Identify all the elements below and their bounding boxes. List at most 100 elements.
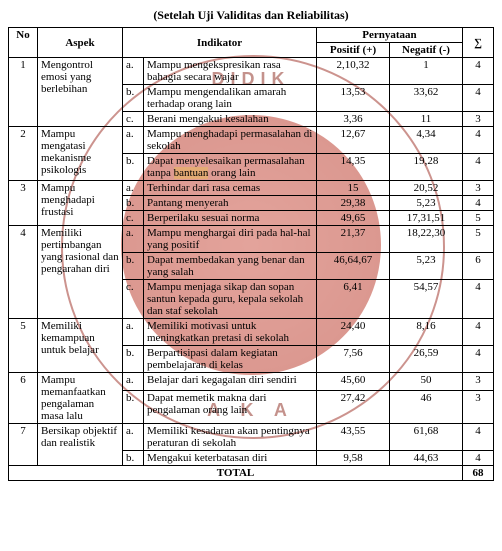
cell-indikator-text: Belajar dari kegagalan diri sendiri bbox=[144, 373, 317, 391]
cell-negatif: 46 bbox=[390, 391, 463, 424]
cell-no: 1 bbox=[9, 58, 38, 127]
cell-sum: 5 bbox=[463, 211, 494, 226]
th-negatif: Negatif (-) bbox=[390, 43, 463, 58]
cell-negatif: 5,23 bbox=[390, 253, 463, 280]
cell-indikator-text: Mampu menjaga sikap dan sopan santun kep… bbox=[144, 280, 317, 319]
cell-sum: 3 bbox=[463, 112, 494, 127]
cell-sum: 4 bbox=[463, 85, 494, 112]
cell-indikator-label: a. bbox=[123, 181, 144, 196]
cell-positif: 29,38 bbox=[317, 196, 390, 211]
cell-positif: 15 bbox=[317, 181, 390, 196]
cell-negatif: 61,68 bbox=[390, 424, 463, 451]
cell-indikator-text: Berpartisipasi dalam kegiatan pembelajar… bbox=[144, 346, 317, 373]
cell-sum: 4 bbox=[463, 319, 494, 346]
total-value: 68 bbox=[463, 466, 494, 481]
cell-no: 2 bbox=[9, 127, 38, 181]
cell-negatif: 18,22,30 bbox=[390, 226, 463, 253]
cell-positif: 43,55 bbox=[317, 424, 390, 451]
cell-indikator-text: Mampu mengekspresikan rasa bahagia secar… bbox=[144, 58, 317, 85]
cell-sum: 4 bbox=[463, 127, 494, 154]
table-row: 7Bersikap objektif dan realistika.Memili… bbox=[9, 424, 494, 451]
cell-aspek: Memiliki pertimbangan yang rasional dan … bbox=[38, 226, 123, 319]
cell-positif: 13,53 bbox=[317, 85, 390, 112]
cell-negatif: 33,62 bbox=[390, 85, 463, 112]
cell-positif: 27,42 bbox=[317, 391, 390, 424]
cell-positif: 3,36 bbox=[317, 112, 390, 127]
cell-indikator-label: b. bbox=[123, 85, 144, 112]
cell-indikator-text: Dapat membedakan yang benar dan yang sal… bbox=[144, 253, 317, 280]
cell-aspek: Mampu memanfaatkan pengalaman masa lalu bbox=[38, 373, 123, 424]
cell-sum: 4 bbox=[463, 58, 494, 85]
cell-aspek: Mengontrol emosi yang berlebihan bbox=[38, 58, 123, 127]
cell-indikator-text: Memiliki motivasi untuk meningkatkan pre… bbox=[144, 319, 317, 346]
cell-sum: 4 bbox=[463, 154, 494, 181]
total-row: TOTAL68 bbox=[9, 466, 494, 481]
cell-indikator-text: Mampu mengendalikan amarah terhadap oran… bbox=[144, 85, 317, 112]
cell-positif: 7,56 bbox=[317, 346, 390, 373]
cell-positif: 2,10,32 bbox=[317, 58, 390, 85]
cell-indikator-label: b. bbox=[123, 253, 144, 280]
cell-indikator-label: a. bbox=[123, 127, 144, 154]
cell-aspek: Bersikap objektif dan realistik bbox=[38, 424, 123, 466]
cell-indikator-label: b. bbox=[123, 391, 144, 424]
cell-negatif: 5,23 bbox=[390, 196, 463, 211]
cell-indikator-label: b. bbox=[123, 196, 144, 211]
cell-indikator-text: Berani mengakui kesalahan bbox=[144, 112, 317, 127]
cell-positif: 46,64,67 bbox=[317, 253, 390, 280]
cell-positif: 45,60 bbox=[317, 373, 390, 391]
cell-indikator-text: Mengakui keterbatasan diri bbox=[144, 451, 317, 466]
cell-negatif: 4,34 bbox=[390, 127, 463, 154]
table-row: 2Mampu mengatasi mekanisme psikologisa.M… bbox=[9, 127, 494, 154]
cell-negatif: 11 bbox=[390, 112, 463, 127]
cell-negatif: 17,31,51 bbox=[390, 211, 463, 226]
cell-indikator-label: a. bbox=[123, 424, 144, 451]
cell-positif: 6,41 bbox=[317, 280, 390, 319]
table-row: 4Memiliki pertimbangan yang rasional dan… bbox=[9, 226, 494, 253]
cell-negatif: 8,16 bbox=[390, 319, 463, 346]
cell-negatif: 54,57 bbox=[390, 280, 463, 319]
cell-negatif: 20,52 bbox=[390, 181, 463, 196]
cell-sum: 3 bbox=[463, 181, 494, 196]
table-row: 1Mengontrol emosi yang berlebihana.Mampu… bbox=[9, 58, 494, 85]
cell-indikator-label: b. bbox=[123, 346, 144, 373]
cell-sum: 4 bbox=[463, 280, 494, 319]
th-sum: ∑ bbox=[463, 28, 494, 58]
cell-positif: 24,40 bbox=[317, 319, 390, 346]
cell-negatif: 19,28 bbox=[390, 154, 463, 181]
total-label: TOTAL bbox=[9, 466, 463, 481]
cell-indikator-text: Terhindar dari rasa cemas bbox=[144, 181, 317, 196]
th-aspek: Aspek bbox=[38, 28, 123, 58]
cell-aspek: Memiliki kemampuan untuk belajar bbox=[38, 319, 123, 373]
cell-no: 3 bbox=[9, 181, 38, 226]
cell-indikator-text: Berperilaku sesuai norma bbox=[144, 211, 317, 226]
cell-positif: 21,37 bbox=[317, 226, 390, 253]
cell-positif: 9,58 bbox=[317, 451, 390, 466]
th-indikator: Indikator bbox=[123, 28, 317, 58]
cell-no: 4 bbox=[9, 226, 38, 319]
cell-sum: 4 bbox=[463, 451, 494, 466]
cell-negatif: 26,59 bbox=[390, 346, 463, 373]
cell-no: 6 bbox=[9, 373, 38, 424]
table-caption: (Setelah Uji Validitas dan Reliabilitas) bbox=[8, 8, 494, 23]
table-row: 5Memiliki kemampuan untuk belajara.Memil… bbox=[9, 319, 494, 346]
cell-aspek: Mampu mengatasi mekanisme psikologis bbox=[38, 127, 123, 181]
cell-positif: 14,35 bbox=[317, 154, 390, 181]
cell-indikator-label: c. bbox=[123, 112, 144, 127]
th-pernyataan: Pernyataan bbox=[317, 28, 463, 43]
cell-indikator-label: c. bbox=[123, 280, 144, 319]
highlighted-word: bantuan bbox=[174, 167, 209, 179]
cell-indikator-text: Dapat menyelesaikan permasalahan tanpa b… bbox=[144, 154, 317, 181]
cell-sum: 6 bbox=[463, 253, 494, 280]
cell-sum: 5 bbox=[463, 226, 494, 253]
cell-sum: 4 bbox=[463, 424, 494, 451]
cell-aspek: Mampu menghadapi frustasi bbox=[38, 181, 123, 226]
cell-indikator-label: a. bbox=[123, 58, 144, 85]
cell-positif: 12,67 bbox=[317, 127, 390, 154]
table-row: 3Mampu menghadapi frustasia.Terhindar da… bbox=[9, 181, 494, 196]
cell-positif: 49,65 bbox=[317, 211, 390, 226]
cell-indikator-text: Memiliki kesadaran akan pentingnya perat… bbox=[144, 424, 317, 451]
th-positif: Positif (+) bbox=[317, 43, 390, 58]
cell-sum: 3 bbox=[463, 391, 494, 424]
cell-negatif: 44,63 bbox=[390, 451, 463, 466]
cell-indikator-text: Pantang menyerah bbox=[144, 196, 317, 211]
